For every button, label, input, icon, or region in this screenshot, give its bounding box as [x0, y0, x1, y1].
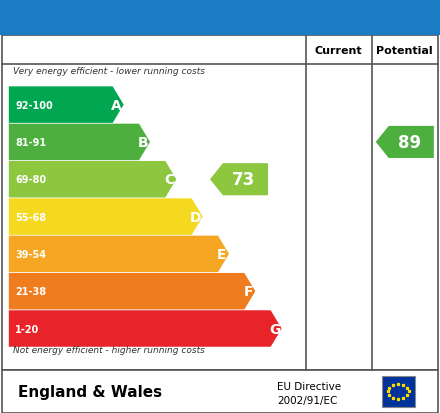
Text: Potential: Potential: [377, 45, 433, 55]
FancyBboxPatch shape: [382, 376, 414, 407]
Text: 81-91: 81-91: [15, 138, 47, 147]
FancyBboxPatch shape: [2, 36, 438, 370]
Text: D: D: [190, 210, 201, 224]
Polygon shape: [9, 161, 176, 198]
FancyBboxPatch shape: [2, 370, 438, 413]
Text: England & Wales: England & Wales: [18, 384, 162, 399]
Text: Energy Efficiency Rating: Energy Efficiency Rating: [96, 9, 344, 27]
Polygon shape: [9, 87, 124, 123]
Text: EU Directive: EU Directive: [277, 381, 341, 391]
Text: 92-100: 92-100: [15, 100, 53, 110]
Polygon shape: [9, 199, 203, 235]
Text: Not energy efficient - higher running costs: Not energy efficient - higher running co…: [13, 345, 205, 354]
Polygon shape: [210, 164, 268, 196]
FancyBboxPatch shape: [0, 0, 440, 36]
Polygon shape: [9, 273, 255, 310]
Text: A: A: [111, 98, 122, 112]
Polygon shape: [9, 311, 282, 347]
Text: 73: 73: [232, 171, 255, 189]
Text: 89: 89: [398, 133, 421, 152]
Text: Very energy efficient - lower running costs: Very energy efficient - lower running co…: [13, 67, 205, 76]
Text: 69-80: 69-80: [15, 175, 47, 185]
Text: 2002/91/EC: 2002/91/EC: [277, 395, 337, 405]
Text: 1-20: 1-20: [15, 324, 40, 334]
Polygon shape: [9, 124, 150, 161]
Text: B: B: [138, 135, 148, 150]
Text: E: E: [217, 247, 227, 261]
Text: F: F: [243, 285, 253, 299]
Text: C: C: [164, 173, 174, 187]
Text: 21-38: 21-38: [15, 287, 47, 297]
Text: 39-54: 39-54: [15, 249, 46, 259]
Text: 55-68: 55-68: [15, 212, 47, 222]
Text: G: G: [269, 322, 280, 336]
Polygon shape: [9, 236, 229, 273]
Polygon shape: [376, 126, 434, 159]
Text: Current: Current: [315, 45, 363, 55]
